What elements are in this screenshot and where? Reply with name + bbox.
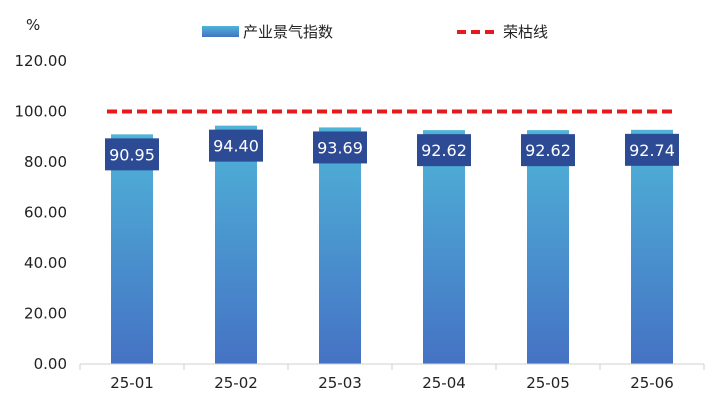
data-label-box: [313, 131, 367, 164]
data-label-value: 93.69: [317, 138, 363, 157]
data-label: 92.62: [521, 134, 575, 167]
x-tick-label: 25-06: [630, 374, 674, 392]
y-tick-label: 80.00: [24, 153, 67, 171]
bar: [111, 134, 153, 364]
data-label: 93.69: [313, 131, 367, 164]
data-labels: 90.95 94.40 93.69 92.62 92.62 92.74: [105, 129, 679, 171]
y-axis-unit: %: [26, 16, 40, 34]
data-label-box: [625, 133, 679, 166]
data-label-box: [209, 129, 263, 162]
data-label-box: [521, 134, 575, 167]
x-axis: 25-01 25-02 25-03 25-04 25-05 25-06: [79, 363, 705, 392]
y-axis: 0.00 20.00 40.00 60.00 80.00 100.00 120.00: [15, 52, 68, 373]
bar: [631, 129, 673, 364]
data-label: 92.74: [625, 133, 679, 166]
x-tick-label: 25-03: [318, 374, 362, 392]
x-tick-label: 25-01: [110, 374, 154, 392]
x-tick-label: 25-04: [422, 374, 466, 392]
data-label-box: [105, 138, 159, 171]
y-tick-label: 100.00: [15, 103, 68, 121]
y-tick-label: 40.00: [24, 254, 67, 272]
bar-series: [111, 125, 673, 365]
data-label-value: 94.40: [213, 137, 259, 156]
data-label-value: 90.95: [109, 145, 155, 164]
legend: 产业景气指数 荣枯线: [202, 23, 548, 41]
data-label: 94.40: [209, 129, 263, 162]
y-tick-label: 0.00: [34, 355, 67, 373]
data-label: 92.62: [417, 134, 471, 167]
data-label-value: 92.62: [421, 141, 467, 160]
x-tick-label: 25-05: [526, 374, 570, 392]
bar: [319, 127, 361, 365]
bar: [423, 130, 465, 364]
data-label-value: 92.62: [525, 141, 571, 160]
y-tick-label: 60.00: [24, 204, 67, 222]
x-tick-label: 25-02: [214, 374, 258, 392]
y-tick-label: 120.00: [15, 52, 68, 70]
legend-label-bar: 产业景气指数: [243, 23, 333, 41]
data-label-box: [417, 134, 471, 167]
bar: [527, 130, 569, 364]
legend-swatch-bar: [202, 26, 239, 37]
y-tick-label: 20.00: [24, 305, 67, 323]
bar: [215, 125, 257, 364]
data-label-value: 92.74: [629, 141, 675, 160]
data-label: 90.95: [105, 138, 159, 171]
legend-label-line: 荣枯线: [503, 23, 548, 41]
